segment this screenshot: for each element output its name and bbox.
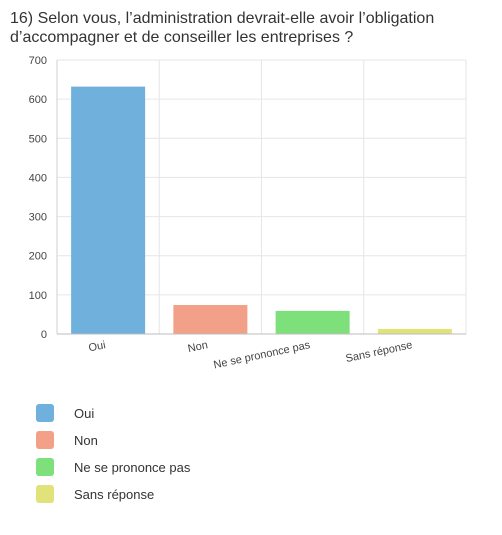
legend-label: Ne se prononce pas xyxy=(74,459,191,475)
legend-item: Non xyxy=(36,431,190,449)
x-tick-label: Sans réponse xyxy=(345,339,414,365)
chart-title: 16) Selon vous, l’administration devrait… xyxy=(10,10,435,46)
legend-item: Oui xyxy=(36,404,190,422)
y-tick-label: 600 xyxy=(29,94,47,106)
legend-label: Sans réponse xyxy=(74,486,155,502)
bars xyxy=(71,86,452,334)
bar-1 xyxy=(173,305,248,334)
legend-item: Ne se prononce pas xyxy=(36,458,190,476)
legend-swatch xyxy=(36,404,54,422)
legend: Oui Non Ne se prononce pas Sans réponse xyxy=(36,404,190,512)
y-tick-label: 300 xyxy=(29,212,47,224)
bar-0 xyxy=(71,86,146,334)
x-axis: Oui Non Ne se prononce pas Sans réponse xyxy=(57,333,466,371)
legend-swatch xyxy=(36,431,54,449)
y-tick-label: 500 xyxy=(29,133,47,145)
legend-item: Sans réponse xyxy=(36,485,190,503)
y-tick-label: 400 xyxy=(29,172,47,184)
x-tick-label: Ne se prononce pas xyxy=(212,339,311,371)
bar-2 xyxy=(275,310,350,334)
y-axis: 0 100 200 300 400 500 600 700 xyxy=(29,55,58,341)
y-tick-label: 0 xyxy=(41,329,47,341)
bar-chart: 0 100 200 300 400 500 600 700 Oui Non Ne se prono… xyxy=(29,55,467,371)
legend-swatch xyxy=(36,458,54,476)
x-tick-label: Non xyxy=(187,339,209,355)
legend-swatch xyxy=(36,485,54,503)
bar-3 xyxy=(377,328,452,334)
legend-label: Oui xyxy=(74,405,95,421)
x-tick-label: Oui xyxy=(88,339,107,354)
y-tick-label: 100 xyxy=(29,290,47,302)
y-tick-label: 200 xyxy=(29,251,47,263)
legend-label: Non xyxy=(74,432,98,448)
y-tick-label: 700 xyxy=(29,55,47,67)
